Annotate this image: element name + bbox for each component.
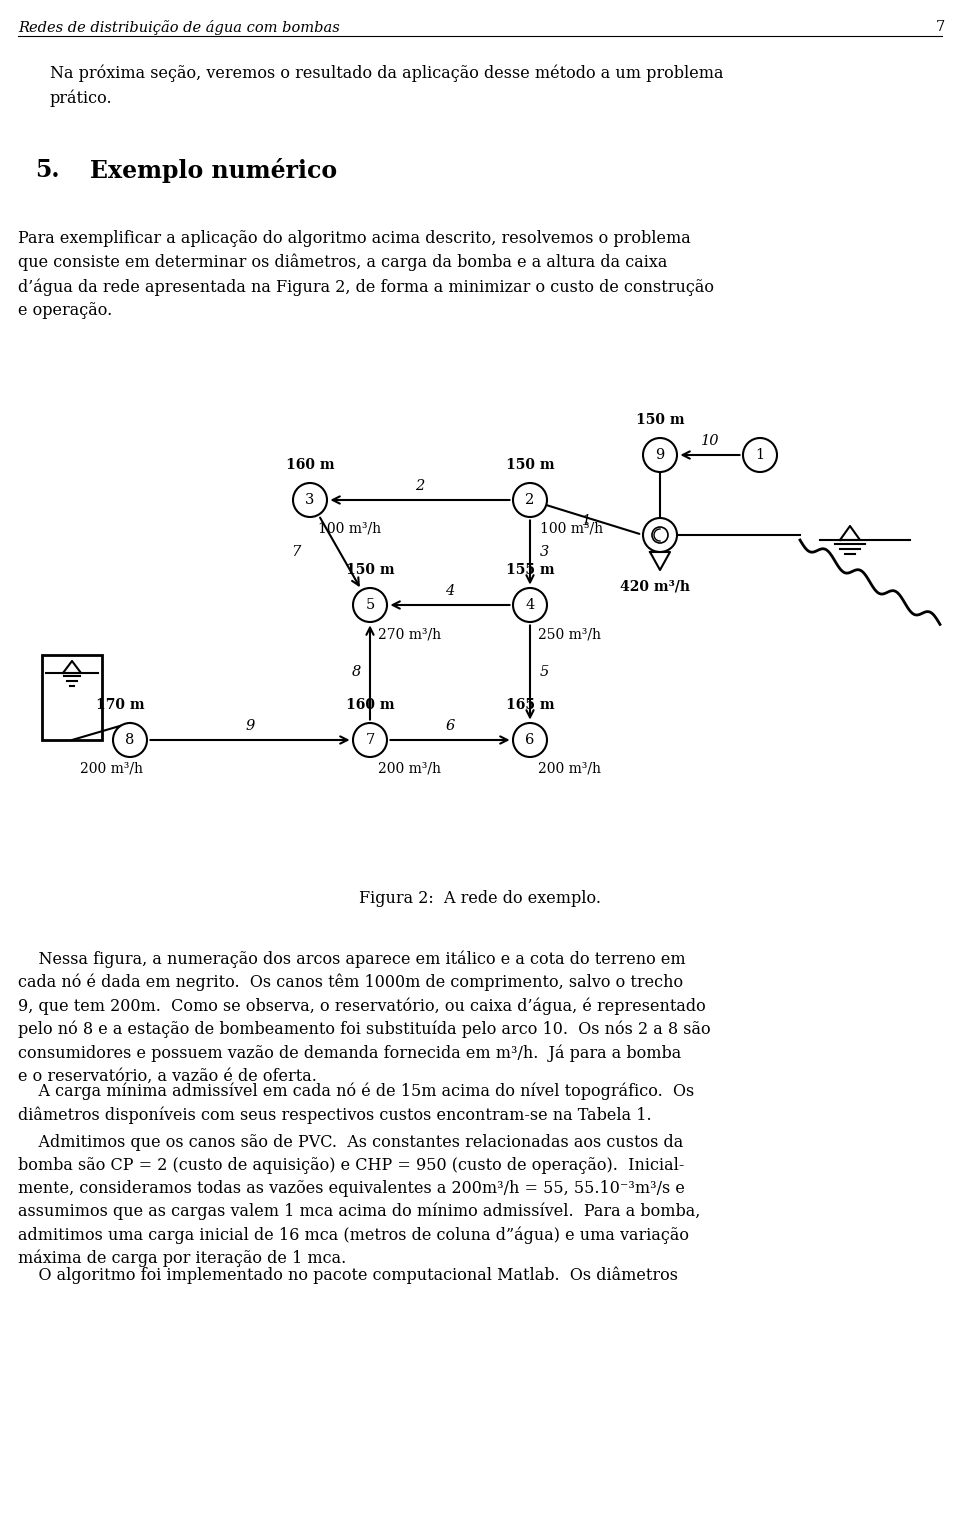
Text: 3: 3: [305, 493, 315, 507]
Text: 2: 2: [525, 493, 535, 507]
Text: 200 m³/h: 200 m³/h: [538, 762, 601, 776]
Text: Admitimos que os canos são de PVC.  As constantes relacionadas aos custos da
bom: Admitimos que os canos são de PVC. As co…: [18, 1135, 701, 1267]
Text: 7: 7: [366, 733, 374, 747]
Circle shape: [113, 722, 147, 757]
Text: 9: 9: [656, 447, 664, 463]
Circle shape: [353, 722, 387, 757]
Circle shape: [513, 722, 547, 757]
Text: Exemplo numérico: Exemplo numérico: [90, 157, 337, 183]
Text: 4: 4: [445, 583, 455, 599]
Text: 8: 8: [126, 733, 134, 747]
Text: 420 m³/h: 420 m³/h: [620, 580, 690, 594]
Circle shape: [643, 438, 677, 472]
Text: Para exemplificar a aplicação do algoritmo acima descrito, resolvemos o problema: Para exemplificar a aplicação do algorit…: [18, 231, 714, 319]
Text: 200 m³/h: 200 m³/h: [378, 762, 441, 776]
Text: Redes de distribuição de água com bombas: Redes de distribuição de água com bombas: [18, 20, 340, 35]
Text: 7: 7: [292, 545, 300, 559]
Text: 9: 9: [246, 719, 254, 733]
Text: 270 m³/h: 270 m³/h: [378, 628, 442, 641]
Text: 250 m³/h: 250 m³/h: [538, 628, 601, 641]
Text: 100 m³/h: 100 m³/h: [318, 522, 381, 536]
Text: 150 m: 150 m: [346, 563, 395, 577]
Text: 1: 1: [756, 447, 764, 463]
Text: Na próxima seção, veremos o resultado da aplicação desse método a um problema
pr: Na próxima seção, veremos o resultado da…: [50, 66, 724, 107]
Text: 170 m: 170 m: [96, 698, 144, 712]
Text: 8: 8: [351, 666, 361, 680]
Bar: [42, 655, 102, 741]
Text: 150 m: 150 m: [506, 458, 554, 472]
Text: 5: 5: [366, 599, 374, 612]
Text: 5.: 5.: [35, 157, 60, 182]
Text: Nessa figura, a numeração dos arcos aparece em itálico e a cota do terreno em
ca: Nessa figura, a numeração dos arcos apar…: [18, 950, 710, 1084]
Text: 2: 2: [416, 479, 424, 493]
Text: O algoritmo foi implementado no pacote computacional Matlab.  Os diâmetros: O algoritmo foi implementado no pacote c…: [18, 1267, 678, 1284]
Text: 160 m: 160 m: [346, 698, 395, 712]
Text: 1: 1: [582, 515, 591, 528]
Text: 6: 6: [525, 733, 535, 747]
Text: A carga mínima admissível em cada nó é de 15m acima do nível topográfico.  Os
di: A carga mínima admissível em cada nó é d…: [18, 1083, 694, 1124]
Circle shape: [513, 588, 547, 621]
Text: 200 m³/h: 200 m³/h: [80, 762, 143, 776]
Text: 7: 7: [936, 20, 945, 34]
Text: 155 m: 155 m: [506, 563, 554, 577]
Circle shape: [293, 483, 327, 518]
Circle shape: [353, 588, 387, 621]
Text: 100 m³/h: 100 m³/h: [540, 522, 603, 536]
Circle shape: [743, 438, 777, 472]
Text: 4: 4: [525, 599, 535, 612]
Text: 160 m: 160 m: [286, 458, 334, 472]
Text: 150 m: 150 m: [636, 412, 684, 428]
Text: 6: 6: [445, 719, 455, 733]
Circle shape: [643, 518, 677, 551]
Text: 5: 5: [540, 666, 548, 680]
Text: 165 m: 165 m: [506, 698, 554, 712]
Text: Figura 2:  A rede do exemplo.: Figura 2: A rede do exemplo.: [359, 890, 601, 907]
Text: 10: 10: [701, 434, 719, 447]
Text: 3: 3: [540, 545, 548, 559]
Circle shape: [513, 483, 547, 518]
